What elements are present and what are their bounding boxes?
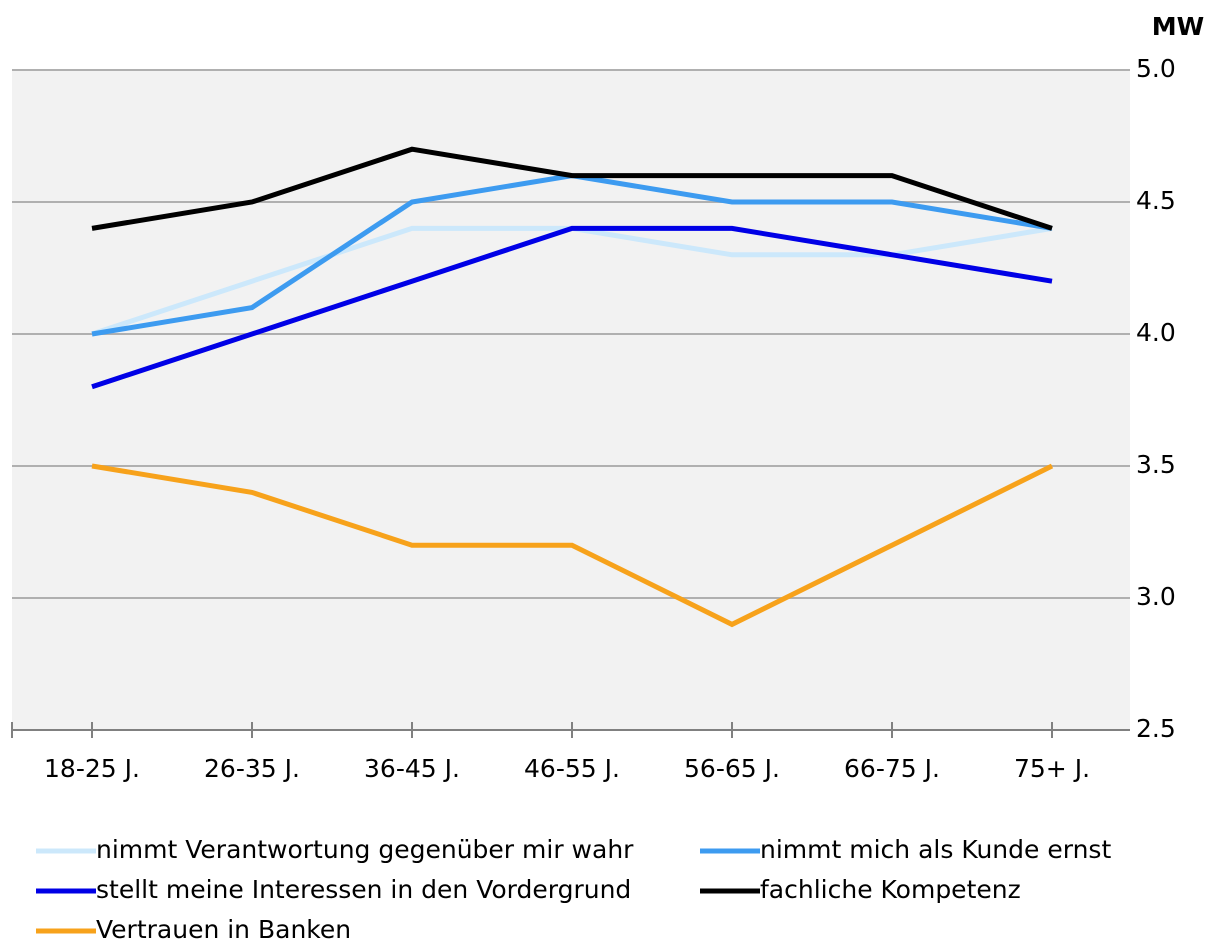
legend-label: nimmt Verantwortung gegenüber mir wahr bbox=[96, 835, 634, 864]
y-tick-label: 2.5 bbox=[1136, 714, 1176, 743]
y-tick-label: 5.0 bbox=[1136, 54, 1176, 83]
y-tick-label: 4.5 bbox=[1136, 186, 1176, 215]
x-tick-label: 36-45 J. bbox=[364, 754, 460, 783]
series-line bbox=[91, 225, 1053, 390]
series-line bbox=[91, 146, 1053, 231]
x-tick-label: 56-65 J. bbox=[684, 754, 780, 783]
y-tick-label: 3.0 bbox=[1136, 582, 1176, 611]
y-tick-label: 4.0 bbox=[1136, 318, 1176, 347]
legend-label: stellt meine Interessen in den Vordergru… bbox=[96, 875, 631, 904]
x-tick-label: 26-35 J. bbox=[204, 754, 300, 783]
y-tick-label: 3.5 bbox=[1136, 450, 1176, 479]
series-line bbox=[91, 463, 1054, 628]
y-axis-label: MW bbox=[1152, 12, 1204, 41]
plot-area bbox=[12, 70, 1130, 730]
x-tick-label: 18-25 J. bbox=[44, 754, 140, 783]
legend-label: Vertrauen in Banken bbox=[96, 915, 351, 944]
legend-label: nimmt mich als Kunde ernst bbox=[760, 835, 1111, 864]
x-tick-label: 75+ J. bbox=[1014, 754, 1090, 783]
legend-label: fachliche Kompetenz bbox=[760, 875, 1021, 904]
x-tick-label: 46-55 J. bbox=[524, 754, 620, 783]
x-tick-label: 66-75 J. bbox=[844, 754, 940, 783]
